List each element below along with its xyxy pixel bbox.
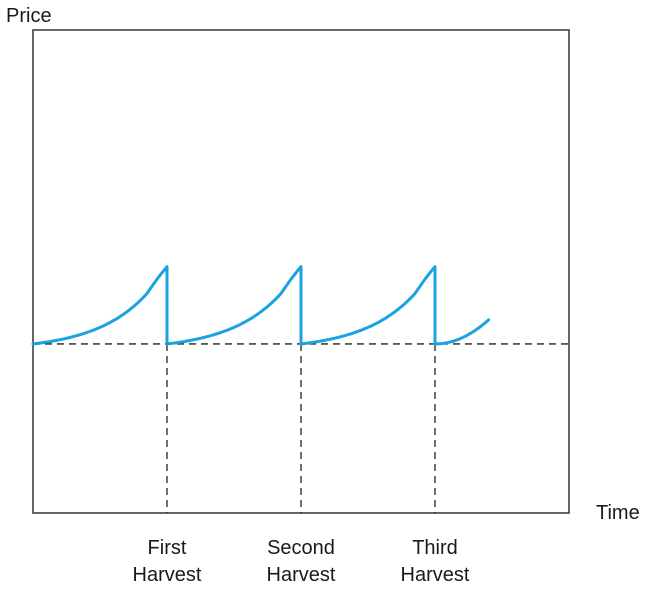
tick-label-third-2: Harvest [401,564,470,586]
tick-label-first-2: Harvest [133,564,202,586]
tick-label-second-2: Harvest [267,564,336,586]
price-series [31,265,491,346]
x-tick-labels: First Harvest Second Harvest Third Harvest [133,537,470,586]
tick-label-first-1: First [148,537,187,559]
tick-label-second-1: Second [267,537,335,559]
price-line [31,265,491,346]
tick-label-third-1: Third [412,537,458,559]
y-axis-label: Price [6,5,52,27]
guide-lines [33,343,569,513]
x-axis-label: Time [596,502,640,524]
